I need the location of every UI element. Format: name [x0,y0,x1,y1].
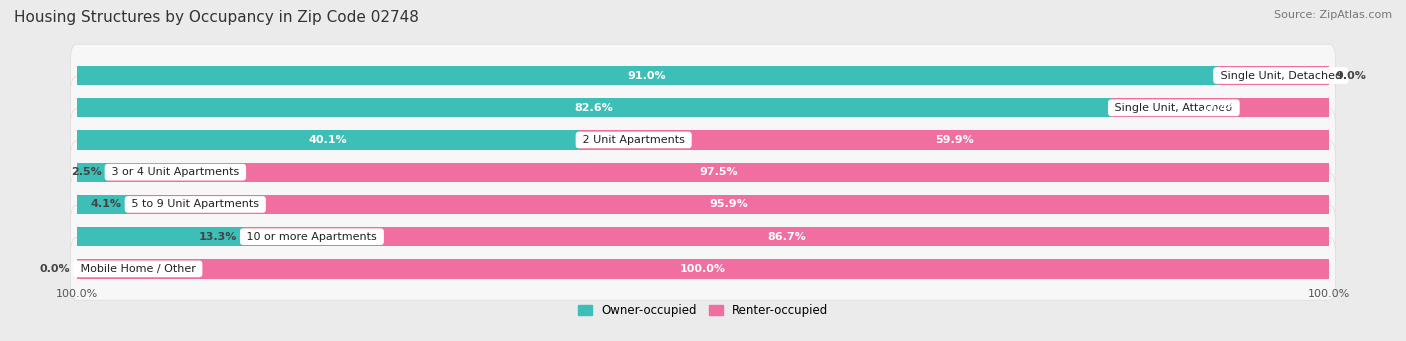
FancyBboxPatch shape [70,76,1336,139]
FancyBboxPatch shape [70,109,1336,171]
Text: 86.7%: 86.7% [766,232,806,242]
Text: 0.0%: 0.0% [39,264,70,274]
Text: 2.5%: 2.5% [70,167,101,177]
FancyBboxPatch shape [70,141,1336,204]
Bar [243,227,1329,246]
Text: Single Unit, Detached: Single Unit, Detached [1216,71,1346,80]
Bar [77,163,108,182]
Text: 17.4%: 17.4% [1201,103,1240,113]
Bar [77,98,1111,117]
FancyBboxPatch shape [70,44,1336,107]
Bar [1111,98,1329,117]
Text: 97.5%: 97.5% [699,167,738,177]
Text: 10 or more Apartments: 10 or more Apartments [243,232,381,242]
Bar [579,130,1329,150]
Text: Housing Structures by Occupancy in Zip Code 02748: Housing Structures by Occupancy in Zip C… [14,10,419,25]
Bar [77,130,579,150]
FancyBboxPatch shape [70,238,1336,300]
Text: Single Unit, Attached: Single Unit, Attached [1111,103,1236,113]
Bar [108,163,1329,182]
Text: 3 or 4 Unit Apartments: 3 or 4 Unit Apartments [108,167,243,177]
Text: 9.0%: 9.0% [1336,71,1367,80]
Text: 100.0%: 100.0% [681,264,725,274]
FancyBboxPatch shape [70,173,1336,236]
Text: 91.0%: 91.0% [627,71,666,80]
Bar [77,227,243,246]
Text: Mobile Home / Other: Mobile Home / Other [77,264,200,274]
Text: 13.3%: 13.3% [198,232,238,242]
Text: 59.9%: 59.9% [935,135,973,145]
Text: 100.0%: 100.0% [1308,289,1350,299]
Text: 100.0%: 100.0% [56,289,98,299]
FancyBboxPatch shape [70,205,1336,268]
Text: 82.6%: 82.6% [575,103,613,113]
Bar [77,66,1216,85]
Bar [128,195,1329,214]
Bar [77,195,128,214]
Text: 40.1%: 40.1% [308,135,347,145]
Text: 95.9%: 95.9% [709,199,748,209]
Text: 4.1%: 4.1% [91,199,122,209]
Text: 5 to 9 Unit Apartments: 5 to 9 Unit Apartments [128,199,263,209]
Bar [77,259,1329,279]
Text: Source: ZipAtlas.com: Source: ZipAtlas.com [1274,10,1392,20]
Bar [1216,66,1329,85]
Legend: Owner-occupied, Renter-occupied: Owner-occupied, Renter-occupied [572,299,834,322]
Text: 2 Unit Apartments: 2 Unit Apartments [579,135,689,145]
